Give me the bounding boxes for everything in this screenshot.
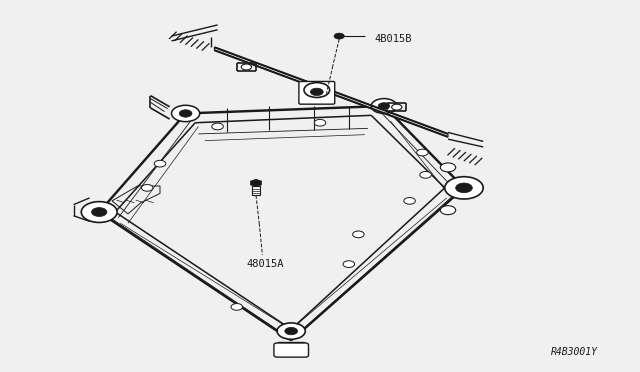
Circle shape [304, 83, 330, 97]
Circle shape [314, 119, 326, 126]
Circle shape [445, 177, 483, 199]
Circle shape [231, 304, 243, 310]
Circle shape [440, 163, 456, 172]
Circle shape [179, 110, 192, 117]
Circle shape [353, 231, 364, 238]
Circle shape [212, 123, 223, 130]
Circle shape [417, 149, 428, 156]
Circle shape [420, 171, 431, 178]
Circle shape [241, 64, 252, 70]
Circle shape [392, 104, 402, 110]
Circle shape [404, 198, 415, 204]
Circle shape [285, 327, 298, 335]
Circle shape [277, 323, 305, 339]
Circle shape [371, 99, 397, 113]
Circle shape [81, 202, 117, 222]
Circle shape [172, 105, 200, 122]
Circle shape [378, 103, 390, 109]
Circle shape [334, 33, 344, 39]
Polygon shape [214, 47, 448, 137]
Polygon shape [252, 186, 260, 195]
Circle shape [154, 160, 166, 167]
FancyBboxPatch shape [274, 343, 308, 357]
Circle shape [440, 206, 456, 215]
Circle shape [92, 208, 107, 217]
Text: R4B3001Y: R4B3001Y [552, 347, 598, 356]
Text: 48015A: 48015A [247, 259, 284, 269]
Circle shape [310, 88, 323, 96]
Circle shape [343, 261, 355, 267]
FancyBboxPatch shape [299, 81, 335, 104]
Text: 4B015B: 4B015B [374, 34, 412, 44]
Circle shape [456, 183, 472, 193]
Circle shape [141, 185, 153, 191]
